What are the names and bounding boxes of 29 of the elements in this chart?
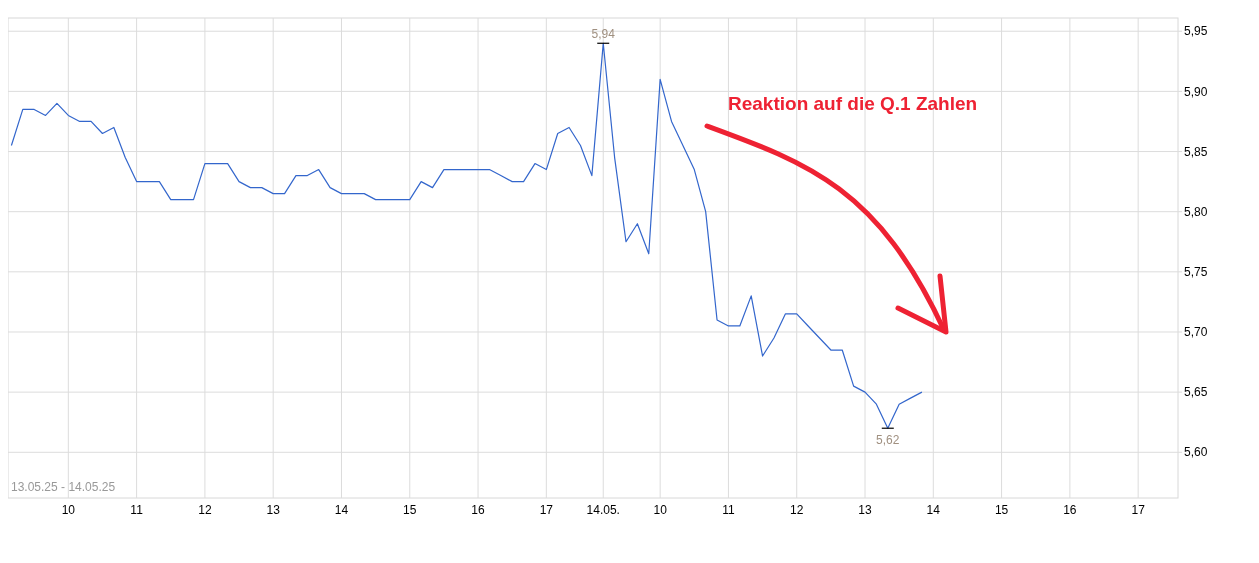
x-tick-label: 15 [403, 503, 417, 517]
y-tick-label: 5,65 [1184, 385, 1208, 400]
x-tick-label: 14 [334, 503, 349, 517]
x-tick-label: 14.05. [586, 503, 620, 517]
y-tick-label: 5,75 [1184, 265, 1208, 280]
y-tick-label: 5,90 [1184, 84, 1208, 99]
x-tick-label: 12 [198, 503, 212, 517]
x-tick-label: 14 [926, 503, 941, 517]
x-tick-label: 11 [722, 503, 735, 517]
x-tick-label: 13 [858, 503, 873, 517]
y-tick-label: 5,80 [1184, 204, 1208, 219]
x-tick-label: 17 [1131, 503, 1146, 517]
annotation: 5,94 [591, 27, 616, 42]
x-tick-label: 10 [653, 503, 668, 517]
x-tick-label: 10 [61, 503, 76, 517]
x-tick-label: 11 [130, 503, 144, 517]
x-tick-label: 13 [266, 503, 281, 517]
x-tick-label: 12 [790, 503, 804, 517]
y-tick-label: 5,60 [1184, 445, 1208, 460]
y-tick-label: 5,70 [1184, 325, 1208, 340]
x-tick-label: 17 [539, 503, 554, 517]
y-tick-label: 5,95 [1184, 24, 1208, 39]
x-tick-label: 16 [471, 503, 486, 517]
y-tick-label: 5,85 [1184, 144, 1208, 159]
x-tick-label: 16 [1063, 503, 1077, 517]
annotation: Reaktion auf die Q.1 Zahlen [728, 93, 978, 114]
annotation: 5,62 [876, 433, 900, 448]
x-tick-label: 15 [994, 503, 1009, 517]
annotation: 13.05.25 - 14.05.25 [11, 480, 116, 494]
